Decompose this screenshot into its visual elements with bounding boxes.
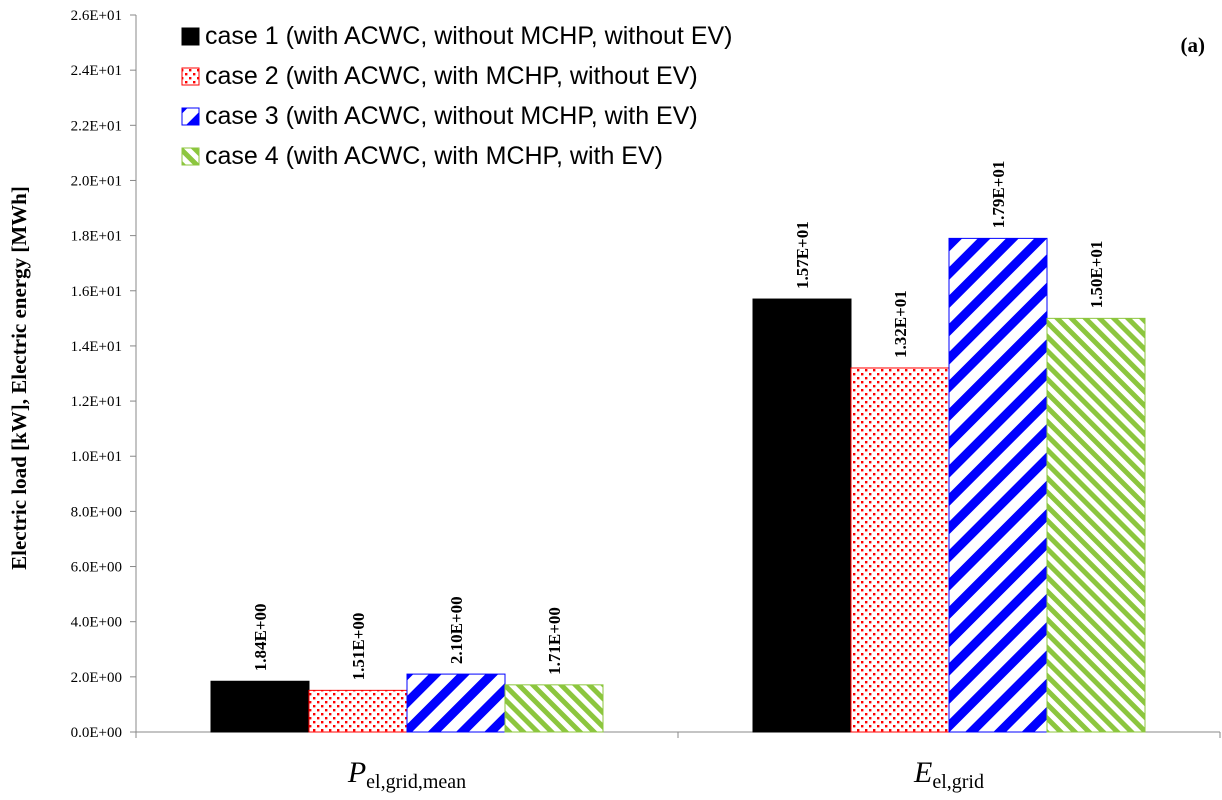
legend-swatch — [181, 107, 200, 126]
bar — [752, 298, 852, 733]
bar — [1046, 317, 1146, 733]
data-label: 2.10E+00 — [447, 596, 466, 664]
y-tick-label: 2.2E+01 — [71, 118, 122, 134]
y-tick-label: 2.0E+01 — [71, 173, 122, 189]
x-category-main: E — [913, 756, 932, 789]
y-tick-label: 1.4E+01 — [71, 339, 122, 355]
data-label: 1.51E+00 — [349, 613, 368, 681]
data-label: 1.79E+01 — [989, 161, 1008, 229]
y-tick-label: 1.2E+01 — [71, 394, 122, 410]
y-tick-label: 2.0E+00 — [71, 670, 122, 686]
y-tick-label: 1.0E+01 — [71, 449, 122, 465]
legend-background — [172, 14, 848, 176]
legend-swatch — [181, 27, 200, 46]
data-labels: 1.84E+00 1.51E+00 2.10E+00 1.71E+00 1.57E+01… — [251, 161, 1106, 681]
bar — [210, 680, 310, 733]
legend-swatch — [181, 147, 200, 166]
bar — [406, 673, 506, 733]
y-tick-label: 1.8E+01 — [71, 229, 122, 245]
y-tick-label: 1.6E+01 — [71, 284, 122, 300]
legend: case 1 (with ACWC, without MCHP, without… — [172, 14, 848, 176]
bars — [210, 237, 1146, 733]
x-category-label: Pel,grid,mean — [347, 756, 466, 793]
y-tick-labels: 0.0E+00 2.0E+00 4.0E+00 6.0E+00 8.0E+00 1.0E+… — [71, 8, 122, 741]
data-label: 1.71E+00 — [545, 607, 564, 675]
y-tick-label: 4.0E+00 — [71, 615, 122, 631]
x-category-sub: el,grid — [932, 771, 984, 793]
legend-label: case 2 (with ACWC, with MCHP, without EV… — [205, 62, 698, 90]
y-tick-label: 0.0E+00 — [71, 725, 122, 741]
y-axis-label: Electric load [kW], Electric energy [MWh… — [7, 186, 31, 570]
y-tick-label: 6.0E+00 — [71, 560, 122, 576]
bar — [850, 367, 950, 733]
x-category-label: Eel,grid — [913, 756, 984, 793]
bar — [504, 684, 604, 733]
x-category-labels: Pel,grid,mean Eel,grid — [347, 756, 984, 793]
x-category-sub: el,grid,mean — [366, 771, 466, 793]
legend-label: case 3 (with ACWC, without MCHP, with EV… — [205, 102, 698, 130]
y-tick-label: 2.4E+01 — [71, 63, 122, 79]
legend-label: case 4 (with ACWC, with MCHP, with EV) — [205, 142, 663, 170]
legend-swatch — [181, 67, 200, 86]
legend-label: case 1 (with ACWC, without MCHP, without… — [205, 22, 733, 50]
y-tick-label: 8.0E+00 — [71, 504, 122, 520]
y-tick-label: 2.6E+01 — [71, 8, 122, 24]
data-label: 1.50E+01 — [1087, 241, 1106, 309]
panel-label: (a) — [1181, 33, 1206, 57]
bar — [948, 237, 1048, 733]
data-label: 1.57E+01 — [793, 221, 812, 289]
data-label: 1.84E+00 — [251, 603, 270, 671]
data-label: 1.32E+01 — [891, 290, 910, 358]
bar — [308, 689, 408, 733]
x-category-main: P — [347, 756, 366, 789]
